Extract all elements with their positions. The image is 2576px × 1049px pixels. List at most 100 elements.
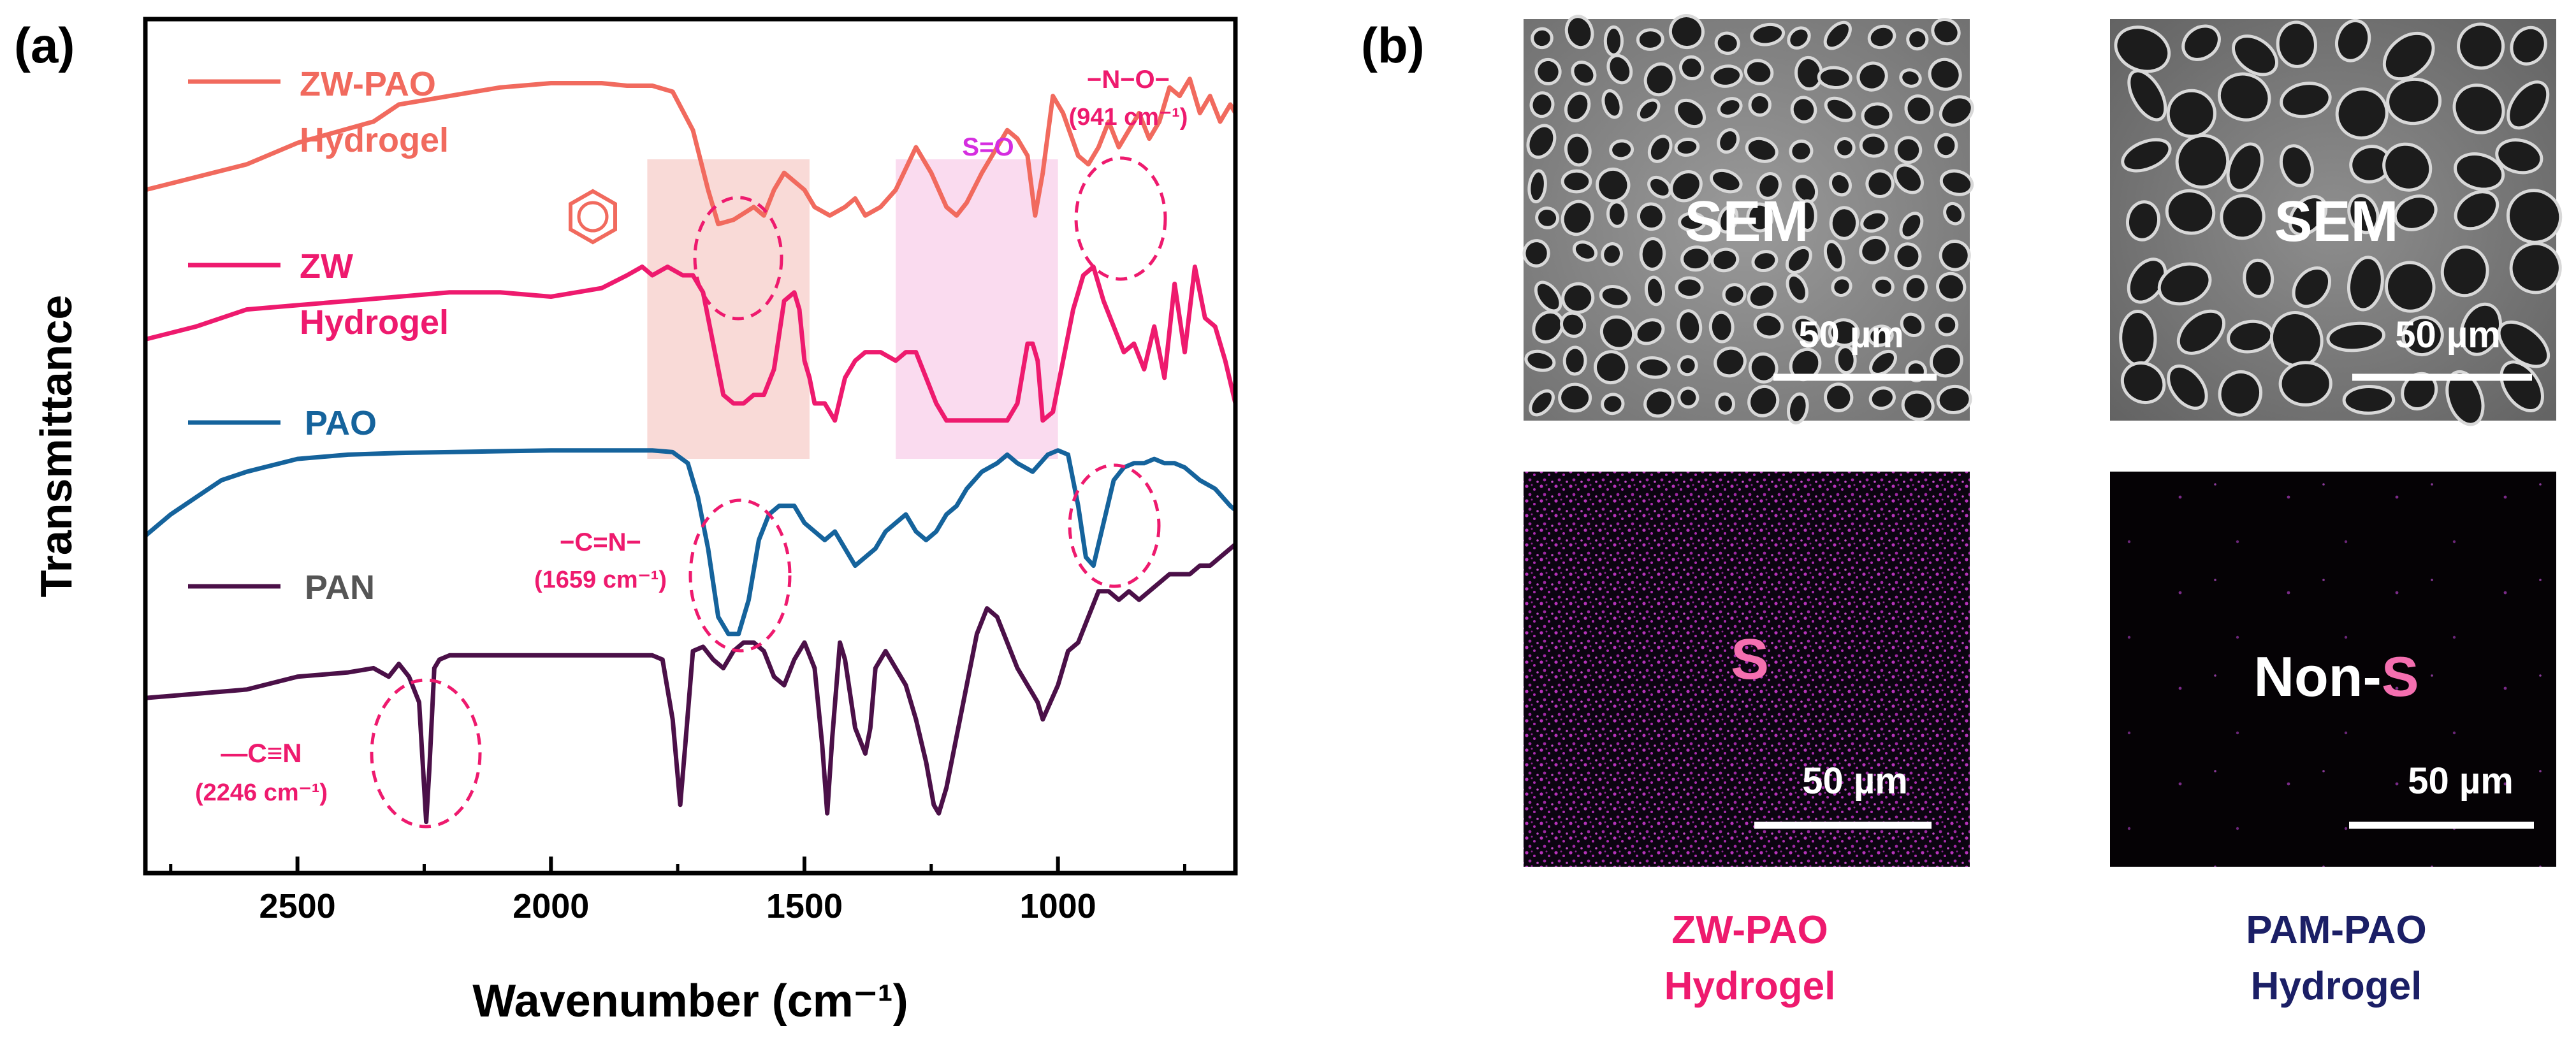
sem-label-zw-pao: SEM: [1684, 190, 1808, 254]
benzene-ring-icon: [569, 189, 617, 245]
sem-pore: [1601, 393, 1625, 416]
sem-pore: [2347, 256, 2384, 312]
series-label-pan: PAN: [188, 568, 375, 607]
sem-pore: [2454, 190, 2500, 231]
sem-pore: [1787, 392, 1809, 424]
sem-pore: [2335, 18, 2371, 62]
annotation-cn-double-group: −C=N−: [560, 528, 641, 556]
sem-pore: [1872, 276, 1895, 297]
sem-pore: [1677, 309, 1703, 344]
sem-pores-pam-pao: [2114, 18, 2563, 426]
svg-text:ZW: ZW: [300, 247, 353, 286]
sem-pore: [1748, 352, 1779, 384]
sem-pore: [1861, 102, 1893, 129]
sem-pore: [1531, 27, 1554, 50]
sem-pore: [1529, 389, 1555, 417]
scale-label-eds-pam-pao: 50 µm: [2408, 760, 2514, 802]
sem-pore: [1677, 355, 1698, 377]
sem-pore: [1753, 312, 1784, 339]
sem-pore: [1934, 133, 1958, 159]
sem-pore: [1894, 136, 1923, 164]
sem-pore: [2342, 384, 2396, 415]
sem-pore: [1931, 17, 1961, 46]
sem-pore: [1829, 206, 1859, 240]
sem-pore: [2507, 80, 2550, 130]
sem-pore: [2175, 134, 2230, 189]
sem-pore: [2176, 309, 2225, 355]
sem-pore: [1647, 134, 1673, 163]
sem-pore: [2279, 144, 2314, 187]
sem-pore: [2157, 262, 2212, 306]
sem-pore: [1668, 14, 1705, 50]
sem-pore: [1823, 240, 1845, 272]
eds-element-label-zw-pao: S: [1731, 628, 1769, 691]
dashed-ellipse-941-upper: [1074, 156, 1167, 281]
sem-pores-zw-pao: [1522, 14, 1974, 424]
series-label-zw-pao: ZW-PAO Hydrogel: [188, 65, 449, 159]
sem-pore: [1824, 382, 1854, 412]
svg-text:PAN: PAN: [305, 568, 375, 607]
sem-pore: [2278, 361, 2332, 407]
sem-pore: [1859, 235, 1889, 264]
sem-pore: [1535, 206, 1560, 229]
sem-pore: [2386, 77, 2442, 126]
svg-text:ZW-PAO: ZW-PAO: [300, 65, 436, 103]
sem-pore: [1828, 318, 1860, 347]
scale-label-sem-zw-pao: 50 µm: [1798, 314, 1904, 356]
annotation-cn-double-wavenumber: (1659 cm⁻¹): [534, 567, 667, 593]
series-label-zw: ZW Hydrogel: [188, 247, 449, 342]
sem-pore: [1534, 57, 1562, 85]
sem-pore: [1710, 247, 1740, 273]
sem-pore: [1601, 242, 1623, 266]
ftir-curves: [143, 76, 1238, 825]
sem-pore: [1928, 57, 1962, 91]
sem-pore: [1835, 345, 1857, 375]
sem-pore: [1787, 26, 1811, 50]
sem-pore: [2120, 361, 2166, 405]
sem-pore: [1603, 25, 1624, 57]
sem-pore: [1899, 68, 1922, 88]
sem-pore: [1636, 98, 1661, 122]
sem-pore: [1936, 271, 1967, 302]
sem-pore: [1529, 91, 1555, 119]
sem-pore: [1675, 98, 1706, 129]
sem-pore: [1708, 310, 1735, 344]
sem-pore: [1790, 96, 1817, 124]
sem-pore: [2457, 22, 2505, 70]
sem-pore: [2401, 315, 2444, 356]
sem-pore: [2509, 242, 2562, 294]
plot-frame: [143, 17, 1238, 876]
sem-pore: [2232, 34, 2278, 76]
caption-zw-pao-line2: Hydrogel: [1664, 964, 1836, 1008]
sem-pore: [1856, 61, 1888, 92]
sem-pore: [1869, 349, 1897, 376]
sem-pore: [1601, 89, 1623, 119]
sem-pore: [2335, 87, 2389, 140]
sem-pore: [1717, 205, 1739, 234]
sem-pore: [1751, 250, 1779, 273]
sem-image-pam-pao: SEM 50 µm: [2110, 18, 2563, 426]
sem-pore: [1564, 15, 1594, 50]
sem-pore: [1717, 97, 1743, 118]
sem-pore: [1743, 59, 1774, 85]
sem-pore: [1680, 245, 1712, 272]
sem-pore: [1647, 175, 1672, 199]
sem-pore: [1893, 163, 1924, 194]
sem-pore: [1670, 170, 1703, 203]
sem-pore: [2220, 194, 2266, 240]
x-axis-ticks: 2500 2000 1500 1000: [169, 857, 1186, 925]
caption-zw-pao-line1: ZW-PAO: [1671, 908, 1828, 952]
sem-pore: [2326, 321, 2385, 352]
sem-pore: [1903, 275, 1928, 301]
series-line-zw-pao-hydrogel: [143, 76, 1238, 227]
sem-pore: [1715, 392, 1735, 415]
svg-text:PAO: PAO: [305, 404, 377, 442]
sem-pore: [1564, 133, 1592, 167]
y-axis-label: Transmittance: [31, 295, 81, 598]
sem-pore: [1748, 92, 1772, 117]
sem-pore: [1867, 24, 1896, 50]
sem-pore: [1831, 276, 1852, 298]
sem-pore: [2165, 189, 2216, 235]
sem-pore: [1599, 285, 1631, 308]
